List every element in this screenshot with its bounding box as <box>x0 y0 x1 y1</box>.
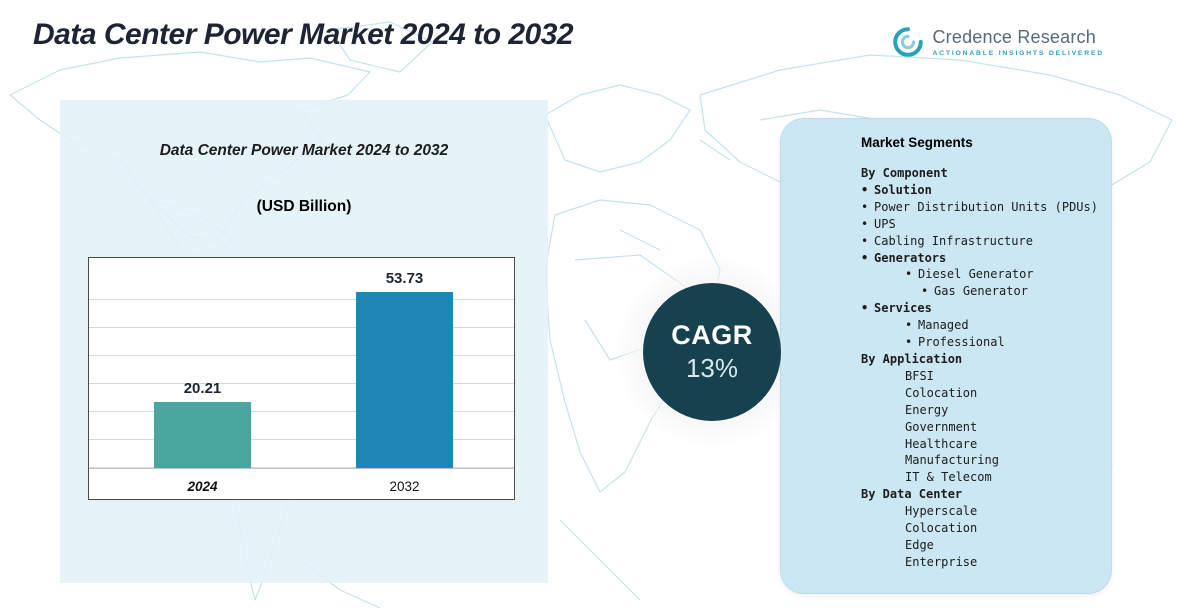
segment-item: Healthcare <box>861 436 1101 453</box>
segment-item: • Gas Generator <box>861 283 1101 300</box>
bullet-icon: • <box>905 267 913 282</box>
logo-tagline: Actionable Insights Delivered <box>932 50 1104 57</box>
segment-item-label: Manufacturing <box>905 453 999 468</box>
logo-name: Credence Research <box>932 27 1096 47</box>
logo: Credence Research Actionable Insights De… <box>892 26 1104 58</box>
segment-item-label: Healthcare <box>905 436 978 451</box>
segment-item: Colocation <box>861 520 1101 537</box>
logo-text: Credence Research Actionable Insights De… <box>932 27 1104 57</box>
segment-item-label: Services <box>874 301 932 316</box>
segment-item: By Data Center <box>861 486 1101 503</box>
bullet-icon: • <box>861 199 869 214</box>
segments-list: By Component • Solution • Power Distribution… <box>861 165 1101 571</box>
segment-item: • Professional <box>861 334 1101 351</box>
segment-item-label: UPS <box>874 216 896 231</box>
segment-item-label: Professional <box>918 335 1005 350</box>
segment-item: Hyperscale <box>861 503 1101 520</box>
segment-item: IT & Telecom <box>861 469 1101 486</box>
cagr-value: 13% <box>685 353 739 383</box>
segment-item-label: Hyperscale <box>905 504 978 519</box>
segment-item: • Managed <box>861 317 1101 334</box>
cagr-label: CAGR <box>671 320 753 350</box>
credence-logo-icon <box>892 26 924 58</box>
bar-value-label: 53.73 <box>385 270 424 288</box>
segment-item: • Solution <box>861 182 1101 199</box>
segment-item-label: Edge <box>905 537 934 552</box>
bullet-icon: • <box>921 284 929 299</box>
segment-item-label: Colocation <box>905 385 978 400</box>
segment-item-label: Cabling Infrastructure <box>874 233 1033 248</box>
segment-item-label: Solution <box>874 182 932 197</box>
bullet-icon: • <box>861 301 869 316</box>
page-title: Data Center Power Market 2024 to 2032 <box>33 18 574 51</box>
bullet-icon: • <box>861 233 869 248</box>
segment-item: Enterprise <box>861 554 1101 571</box>
bar-chart: 20.21 2024 53.73 2032 <box>88 257 515 500</box>
segment-item: • Services <box>861 300 1101 317</box>
segment-item-label: By Data Center <box>861 487 963 502</box>
segment-item: • Diesel Generator <box>861 266 1101 283</box>
segment-item-label: Enterprise <box>905 554 978 569</box>
segment-item-label: Energy <box>905 402 949 417</box>
segment-item: Colocation <box>861 385 1101 402</box>
cagr-badge: CAGR 13% <box>643 283 781 421</box>
bar-category-label: 2024 <box>187 479 218 494</box>
plot-area: 20.21 2024 53.73 2032 <box>89 270 514 494</box>
segment-item-label: BFSI <box>905 368 934 383</box>
segment-item: • UPS <box>861 216 1101 233</box>
segments-title: Market Segments <box>861 135 973 150</box>
bullet-icon: • <box>861 182 869 197</box>
chart-panel: Data Center Power Market 2024 to 2032 (U… <box>60 100 548 583</box>
chart-subtitle: (USD Billion) <box>256 198 352 215</box>
segment-item: BFSI <box>861 368 1101 385</box>
segment-item: • Generators <box>861 250 1101 267</box>
bullet-icon: • <box>861 250 869 265</box>
segment-item-label: Colocation <box>905 521 978 536</box>
bar-value-label: 20.21 <box>183 379 222 397</box>
segment-item-label: Gas Generator <box>934 284 1028 299</box>
segment-item-label: Power Distribution Units (PDUs) <box>874 199 1098 214</box>
segment-item: • Cabling Infrastructure <box>861 233 1101 250</box>
bullet-icon: • <box>905 335 913 350</box>
segment-item: Government <box>861 419 1101 436</box>
bar-category-label: 2032 <box>389 479 420 494</box>
bar-2024: 20.21 2024 <box>154 380 251 494</box>
segment-item: By Component <box>861 165 1101 182</box>
segment-item-label: By Component <box>861 166 948 180</box>
segment-item-label: Managed <box>918 318 969 333</box>
chart-title: Data Center Power Market 2024 to 2032 <box>159 142 449 159</box>
segment-item-label: IT & Telecom <box>905 470 992 485</box>
segment-item-label: Government <box>905 419 978 434</box>
segment-item-label: Diesel Generator <box>918 267 1034 282</box>
segment-item: Edge <box>861 537 1101 554</box>
segment-item: Energy <box>861 402 1101 419</box>
segment-item-label: Generators <box>874 250 947 265</box>
segment-item-label: By Application <box>861 351 963 366</box>
bullet-icon: • <box>905 318 913 333</box>
segment-item: By Application <box>861 351 1101 368</box>
segment-item: Manufacturing <box>861 452 1101 469</box>
market-segments-panel: Market Segments By Component • Solution • Po… <box>780 118 1112 594</box>
bullet-icon: • <box>861 216 869 231</box>
bar-2032: 53.73 2032 <box>356 270 453 494</box>
segment-item: • Power Distribution Units (PDUs) <box>861 199 1101 216</box>
